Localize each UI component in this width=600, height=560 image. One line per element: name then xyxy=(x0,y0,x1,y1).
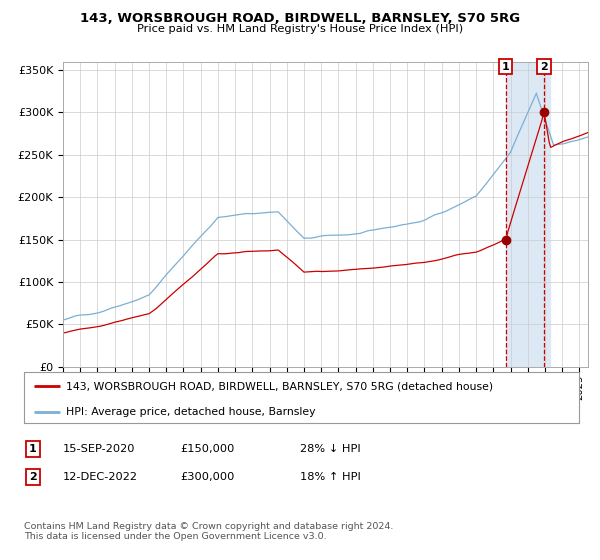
Text: 143, WORSBROUGH ROAD, BIRDWELL, BARNSLEY, S70 5RG: 143, WORSBROUGH ROAD, BIRDWELL, BARNSLEY… xyxy=(80,12,520,25)
Text: Contains HM Land Registry data © Crown copyright and database right 2024.
This d: Contains HM Land Registry data © Crown c… xyxy=(24,522,394,542)
Text: 2: 2 xyxy=(29,472,37,482)
Text: 18% ↑ HPI: 18% ↑ HPI xyxy=(300,472,361,482)
Bar xyxy=(506,62,550,367)
Text: 1: 1 xyxy=(502,62,509,72)
Text: 28% ↓ HPI: 28% ↓ HPI xyxy=(300,444,361,454)
Text: Price paid vs. HM Land Registry's House Price Index (HPI): Price paid vs. HM Land Registry's House … xyxy=(137,24,463,34)
Text: 12-DEC-2022: 12-DEC-2022 xyxy=(63,472,138,482)
Text: 143, WORSBROUGH ROAD, BIRDWELL, BARNSLEY, S70 5RG (detached house): 143, WORSBROUGH ROAD, BIRDWELL, BARNSLEY… xyxy=(65,381,493,391)
Text: £150,000: £150,000 xyxy=(180,444,235,454)
Text: HPI: Average price, detached house, Barnsley: HPI: Average price, detached house, Barn… xyxy=(65,407,315,417)
Text: 15-SEP-2020: 15-SEP-2020 xyxy=(63,444,136,454)
Text: 2: 2 xyxy=(540,62,548,72)
Text: 1: 1 xyxy=(29,444,37,454)
Text: £300,000: £300,000 xyxy=(180,472,235,482)
